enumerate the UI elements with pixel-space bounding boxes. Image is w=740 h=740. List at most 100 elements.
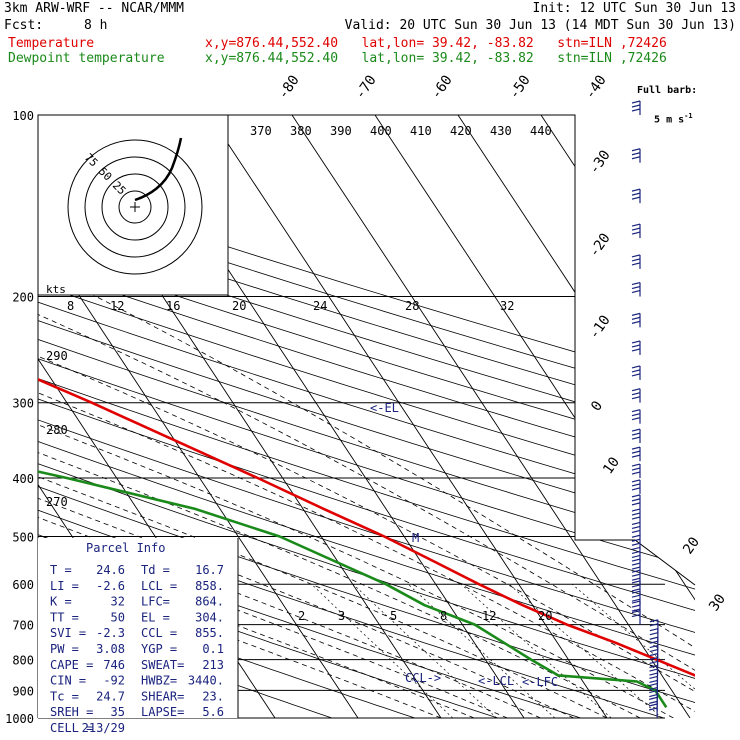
wind-barb-flag [649,664,658,669]
wind-barb-flag [631,463,641,467]
dry-adiabat-line [38,115,695,718]
wind-barb-flag [631,432,641,436]
wind-barb-flag [631,546,641,551]
mixing-ratio-label: 3 [338,609,345,623]
isotherm-label: 0 [588,398,606,414]
wind-barb-flag [631,550,641,555]
parcel-row-label: SWEAT= [141,658,184,672]
isotherm-line [125,115,525,718]
wind-barb-flag [648,707,658,711]
parcel-row-label: PW = [50,642,79,656]
mixing-ratio-line [407,583,556,718]
wind-barb-flag [631,396,641,400]
parcel-row-label: Td = [141,563,170,577]
theta-label: 430 [490,124,512,138]
wind-barb [631,521,641,537]
theta-label: 370 [250,124,272,138]
legend-dewpoint-name: Dewpoint temperature [8,51,165,66]
mixing-ratio-line [460,583,612,718]
wind-barb-flag [631,392,641,396]
wind-barb-flag [649,644,658,649]
wind-barb-flag [631,516,641,520]
wind-barb-flag [631,285,641,290]
parcel-row-value: 213 [202,658,224,672]
wind-barb [631,479,641,494]
frame-border [38,114,696,586]
wind-barb [631,223,641,239]
wind-barb-flag [631,542,641,546]
wind-barb-flag [631,529,641,534]
wind-barb [631,281,641,297]
wind-barb-flag [631,512,641,516]
wind-barb-flag [631,614,641,618]
pressure-tick-label: 400 [12,472,34,486]
wind-barb-flag [649,660,658,665]
parcel-row-value: 16.7 [195,563,224,577]
isotherm-label: -10 [586,312,614,342]
hodograph-ring [67,139,203,275]
wind-barb-flag [631,471,641,475]
wind-barb [631,446,641,462]
isotherm-line [208,115,608,718]
full-barb-label: Full barb: [637,85,698,96]
wind-speed-label: 28 [405,299,419,313]
wind-barb-flag [631,562,641,566]
full-barb-unit-text: 5 m s [654,114,685,126]
isotherm-label: -70 [352,72,380,102]
wind-barb-flag [631,365,641,369]
wind-barb-flag [649,687,658,691]
wind-barb [649,628,659,643]
legend-dewpoint-info: x,y=876.44,552.40 lat,lon= 39.42, -83.82… [205,51,667,66]
wind-barb-flag [649,632,658,636]
wind-speed-label: 16 [166,299,180,313]
parcel-row-label: CAPE = [50,658,93,672]
moist-adiabat-line [38,220,695,718]
wind-barb-flag [649,689,658,694]
wind-barb-flag [649,700,658,704]
wind-barb-flag [631,320,641,324]
wind-barb-flag [631,369,641,373]
parcel-row-value: 5.6 [202,705,224,719]
wind-barb-flag [631,152,641,156]
full-barb-unit: 5 m s-1 [642,95,693,127]
parcel-row-label: HWBZ= [141,674,177,688]
dry-adiabat-line [38,115,695,718]
wind-barb-flag [631,340,641,344]
theta-label-left: 280 [46,423,68,437]
wind-barb-flag [631,487,641,491]
pressure-tick-label: 600 [12,578,34,592]
wind-barb-flag [631,525,641,530]
isotherm-line [374,115,695,718]
pressure-tick-label: 200 [12,291,34,305]
wind-barb-flag [631,192,641,196]
wind-barb-flag [631,188,641,192]
wind-barb-flag [631,156,641,160]
wind-barb-flag [631,108,641,112]
wind-barb-flag [631,479,641,483]
wind-barb-flag [649,683,658,687]
parcel-row-value: 213/29 [82,721,125,735]
moist-adiabat-line [38,220,695,718]
mixing-ratio-label: 20 [538,609,552,623]
parcel-row-value: 3440. [188,674,224,688]
wind-barb [631,494,641,509]
isotherm-label: -50 [506,72,534,102]
parcel-row-label: T = [50,563,72,577]
model-title: 3km ARW-WRF -- NCAR/MMM [4,1,185,16]
parcel-panel-box [38,538,238,718]
wind-barb-flag [631,104,641,108]
wind-barb-flag [631,373,641,377]
hodograph-trace [134,137,183,202]
parcel-panel-title: Parcel Info [86,541,165,555]
wind-barb [631,148,641,163]
wind-barb-flag [649,675,658,679]
wind-barb-flag [631,467,641,471]
legend-temperature-info: x,y=876.44,552.40 lat,lon= 39.42, -83.82… [205,36,667,51]
wind-barb-flag [631,502,641,506]
theta-label: 400 [370,124,392,138]
parcel-row-value: -92 [103,674,125,688]
parcel-row-value: 858. [195,579,224,593]
wind-barb-flag [631,588,641,592]
